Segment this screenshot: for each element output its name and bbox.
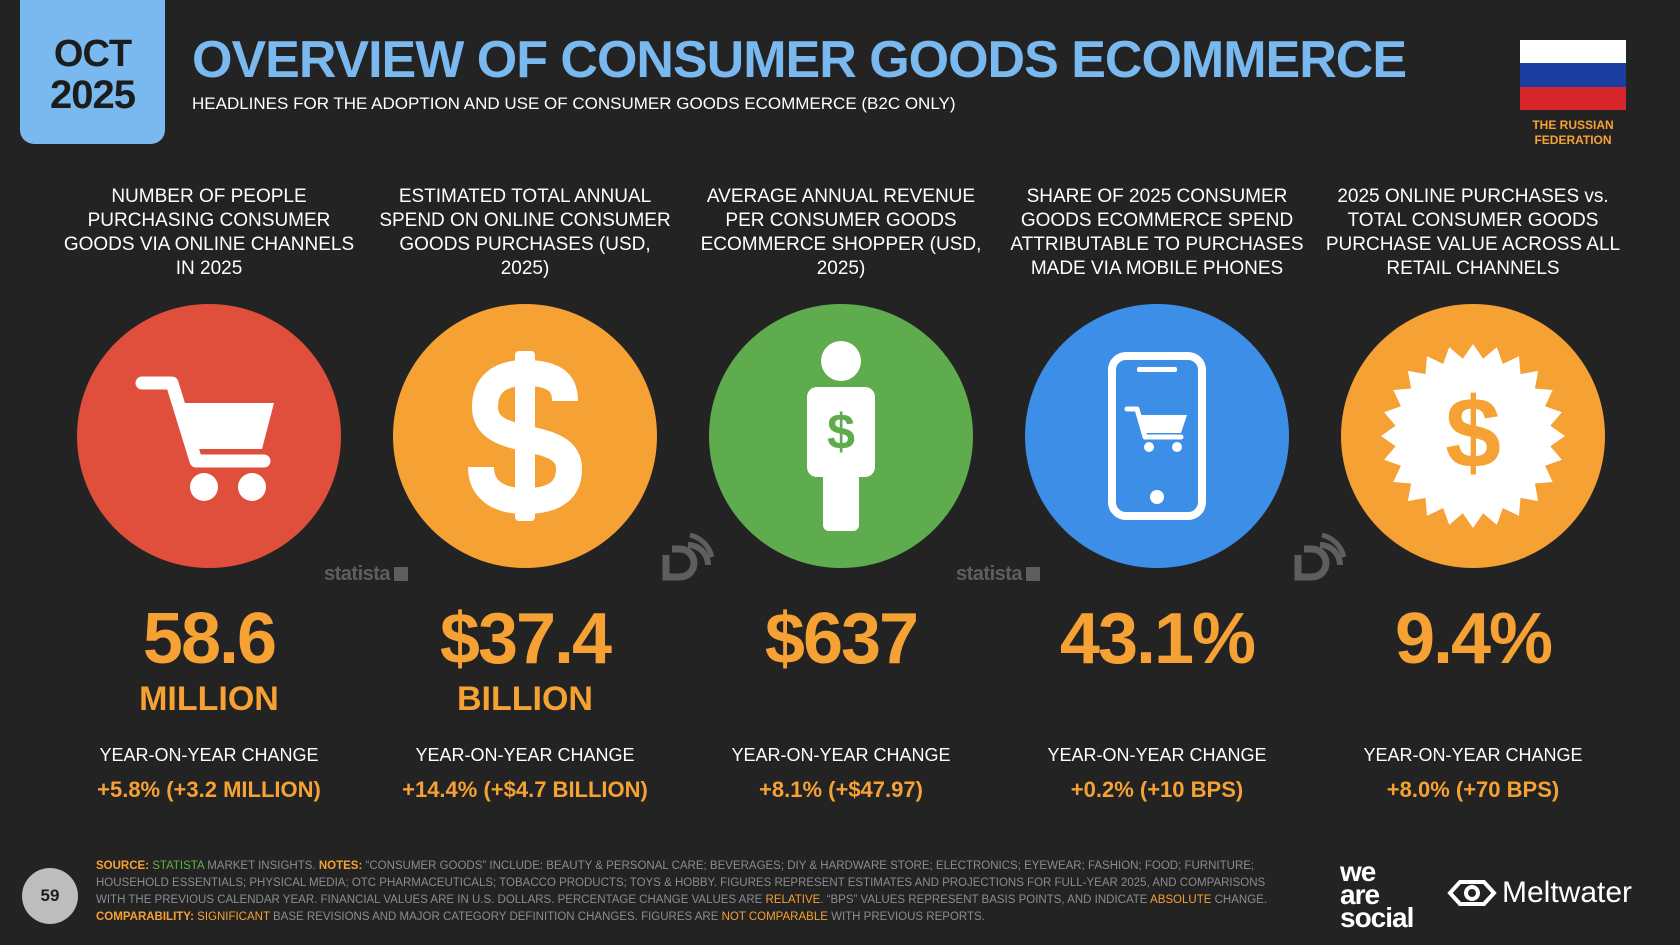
russia-flag-icon (1520, 40, 1626, 110)
stat-heading: SHARE OF 2025 CONSUMER GOODS ECOMMERCE S… (1010, 186, 1304, 279)
comparability-text: BASE REVISIONS AND MAJOR CATEGORY DEFINI… (273, 911, 719, 923)
meltwater-text: Meltwater (1502, 876, 1633, 909)
svg-text:$: $ (1445, 377, 1501, 489)
page-number: 59 (22, 868, 78, 924)
dollar-icon (393, 304, 657, 568)
statista-text: statista (956, 563, 1023, 585)
comparability-text: WITH PREVIOUS REPORTS. (831, 911, 985, 923)
page-subtitle: HEADLINES FOR THE ADOPTION AND USE OF CO… (192, 94, 956, 113)
stat-heading: AVERAGE ANNUAL REVENUE PER CONSUMER GOOD… (700, 186, 982, 279)
logo-word: are (1340, 879, 1380, 910)
stat-card-shoppers: NUMBER OF PEOPLE PURCHASING CONSUMER GOO… (59, 185, 359, 803)
yoy-label: YEAR-ON-YEAR CHANGE (99, 745, 319, 765)
logo-word: we (1340, 856, 1376, 887)
yoy-value: +5.8% (+3.2 MILLION) (97, 777, 321, 802)
shopper-icon: $ (709, 304, 973, 568)
stat-unit (691, 679, 991, 719)
yoy-label: YEAR-ON-YEAR CHANGE (1047, 745, 1267, 765)
page-title: OVERVIEW OF CONSUMER GOODS ECOMMERCE (192, 31, 1407, 89)
notes-label: NOTES: (318, 860, 363, 872)
badge-year: 2025 (50, 73, 136, 117)
stat-card-spend: ESTIMATED TOTAL ANNUAL SPEND ON ONLINE C… (375, 185, 675, 803)
yoy-label: YEAR-ON-YEAR CHANGE (1363, 745, 1583, 765)
statista-watermark: statista (324, 563, 409, 586)
shopping-cart-icon (77, 304, 341, 568)
stat-unit: MILLION (139, 680, 279, 718)
stat-value: 58.6 (142, 599, 277, 679)
meltwater-logo: Meltwater (1446, 876, 1632, 910)
logo-word: social (1340, 902, 1414, 933)
absolute-term: ABSOLUTE (1150, 894, 1212, 906)
stat-unit: BILLION (457, 680, 593, 718)
stat-unit (1007, 679, 1307, 719)
footer-notes: SOURCE: STATISTA MARKET INSIGHTS. NOTES:… (96, 858, 1276, 926)
data-source-watermark-icon (662, 533, 714, 581)
relative-term: RELATIVE (765, 894, 821, 906)
stat-heading: ESTIMATED TOTAL ANNUAL SPEND ON ONLINE C… (379, 186, 671, 279)
yoy-label: YEAR-ON-YEAR CHANGE (415, 745, 635, 765)
yoy-label: YEAR-ON-YEAR CHANGE (731, 745, 951, 765)
stat-card-mobile-share: SHARE OF 2025 CONSUMER GOODS ECOMMERCE S… (1007, 185, 1307, 803)
source-rest: MARKET INSIGHTS. (207, 860, 316, 872)
yoy-value: +8.1% (+$47.97) (759, 777, 923, 802)
stat-heading: 2025 ONLINE PURCHASES vs. TOTAL CONSUMER… (1325, 186, 1621, 279)
stat-value: 43.1% (1059, 599, 1256, 679)
statista-text: statista (324, 563, 391, 585)
stat-value: $637 (764, 599, 919, 679)
yoy-value: +0.2% (+10 BPS) (1070, 777, 1244, 802)
stat-value: $37.4 (439, 599, 612, 679)
mobile-cart-icon (1025, 304, 1289, 568)
notes-text: CHANGE. (1214, 894, 1268, 906)
stat-heading: NUMBER OF PEOPLE PURCHASING CONSUMER GOO… (63, 186, 355, 279)
dollar-seal-icon: $ (1341, 304, 1605, 568)
data-source-watermark-icon (1294, 533, 1346, 581)
yoy-value: +14.4% (+$4.7 BILLION) (402, 777, 648, 802)
notes-text: “CONSUMER GOODS” INCLUDE: BEAUTY & PERSO… (96, 860, 1266, 906)
source-label: SOURCE: (96, 860, 150, 872)
comparability-label: COMPARABILITY: (96, 911, 194, 923)
statista-watermark: statista (956, 563, 1041, 586)
source-name: STATISTA (152, 860, 204, 872)
not-comparable-term: NOT COMPARABLE (721, 911, 828, 923)
meltwater-icon (1447, 880, 1497, 906)
yoy-value: +8.0% (+70 BPS) (1386, 777, 1560, 802)
stat-card-revenue-per-shopper: AVERAGE ANNUAL REVENUE PER CONSUMER GOOD… (691, 185, 991, 803)
notes-text: . “BPS” VALUES REPRESENT BASIS POINTS, A… (820, 894, 1148, 906)
stat-unit (1323, 679, 1623, 719)
badge-month: OCT (53, 33, 132, 75)
significant-term: SIGNIFICANT (197, 911, 270, 923)
we-are-social-logo: we are social (1340, 856, 1414, 933)
svg-text:$: $ (827, 404, 855, 460)
date-badge: OCT 2025 (20, 0, 165, 144)
flag-label: THE RUSSIAN FEDERATION (1532, 118, 1614, 147)
stat-card-online-share: 2025 ONLINE PURCHASES vs. TOTAL CONSUMER… (1323, 185, 1623, 803)
stat-value: 9.4% (1394, 599, 1553, 679)
